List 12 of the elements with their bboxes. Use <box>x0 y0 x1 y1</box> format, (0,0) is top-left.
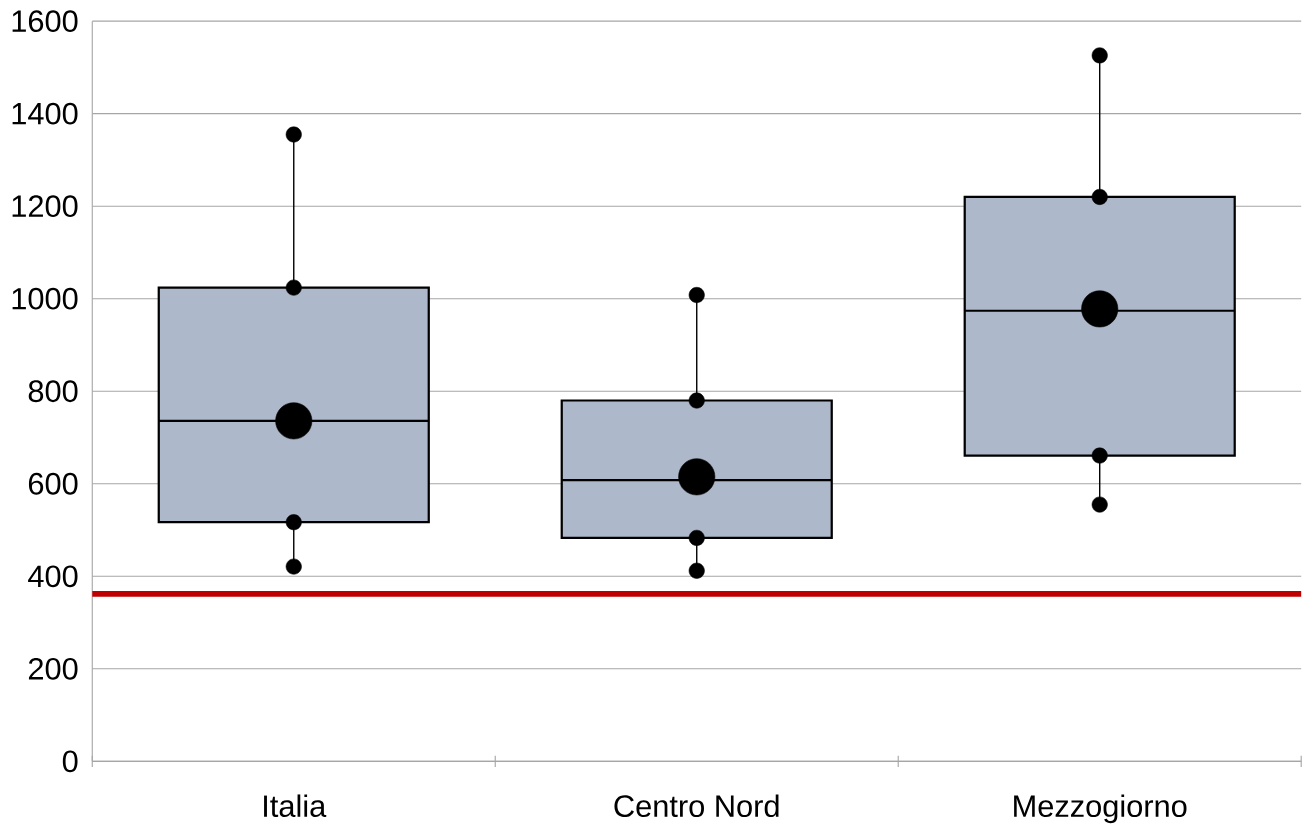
x-tick-label: Centro Nord <box>614 794 779 817</box>
y-tick-label: 1200 <box>12 195 78 217</box>
y-tick-label: 1000 <box>12 287 78 310</box>
y-tick-label: 800 <box>28 380 78 402</box>
y-tick-label: 1600 <box>12 10 78 32</box>
y-tick-label: 200 <box>28 657 78 680</box>
x-tick-label: Italia <box>264 794 327 817</box>
y-tick-label: 400 <box>28 565 78 587</box>
y-tick-label: 1400 <box>12 102 78 125</box>
x-tick-label: Mezzogiorno <box>1014 794 1187 823</box>
y-tick-label: 600 <box>28 472 78 495</box>
y-tick-label: 0 <box>62 750 78 773</box>
